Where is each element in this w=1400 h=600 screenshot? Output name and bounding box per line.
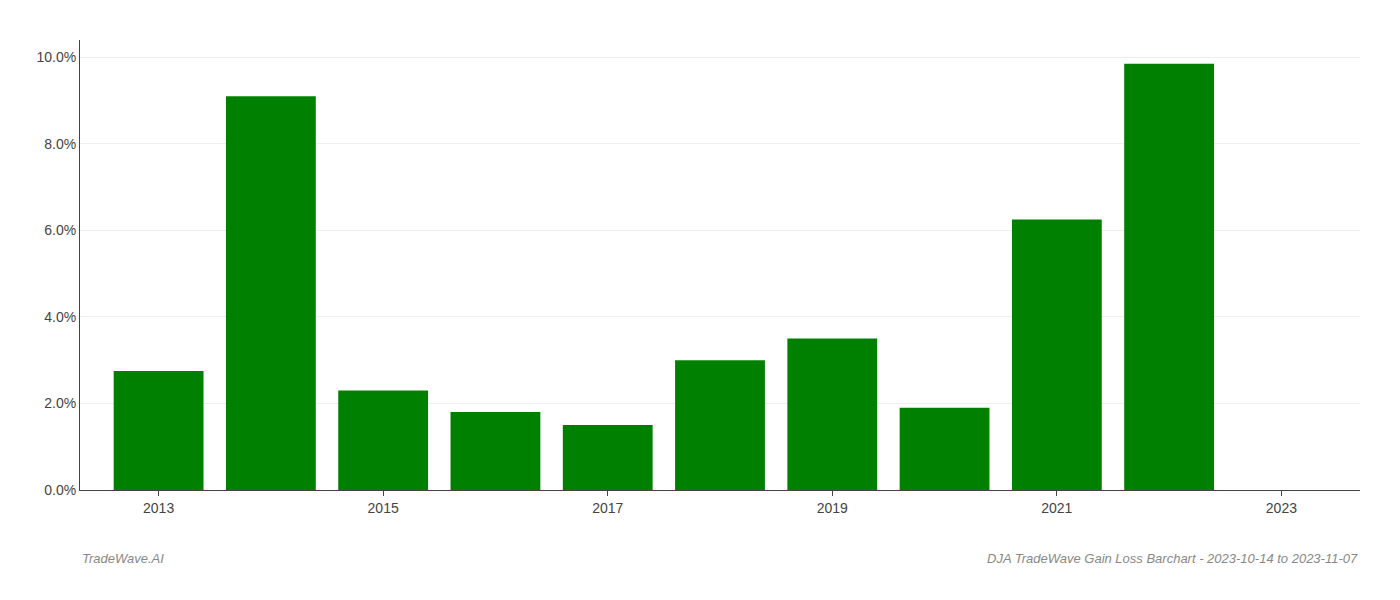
svg-text:2017: 2017 <box>592 500 623 516</box>
svg-text:2.0%: 2.0% <box>44 395 76 411</box>
svg-text:2021: 2021 <box>1041 500 1072 516</box>
svg-text:8.0%: 8.0% <box>44 136 76 152</box>
svg-text:4.0%: 4.0% <box>44 309 76 325</box>
svg-text:2015: 2015 <box>368 500 399 516</box>
svg-text:2023: 2023 <box>1266 500 1297 516</box>
svg-text:0.0%: 0.0% <box>44 482 76 498</box>
svg-text:2019: 2019 <box>817 500 848 516</box>
svg-text:2013: 2013 <box>143 500 174 516</box>
svg-text:10.0%: 10.0% <box>36 49 76 65</box>
svg-text:DJA TradeWave Gain Loss Barcha: DJA TradeWave Gain Loss Barchart - 2023-… <box>987 551 1358 566</box>
svg-text:6.0%: 6.0% <box>44 222 76 238</box>
svg-text:TradeWave.AI: TradeWave.AI <box>82 551 164 566</box>
